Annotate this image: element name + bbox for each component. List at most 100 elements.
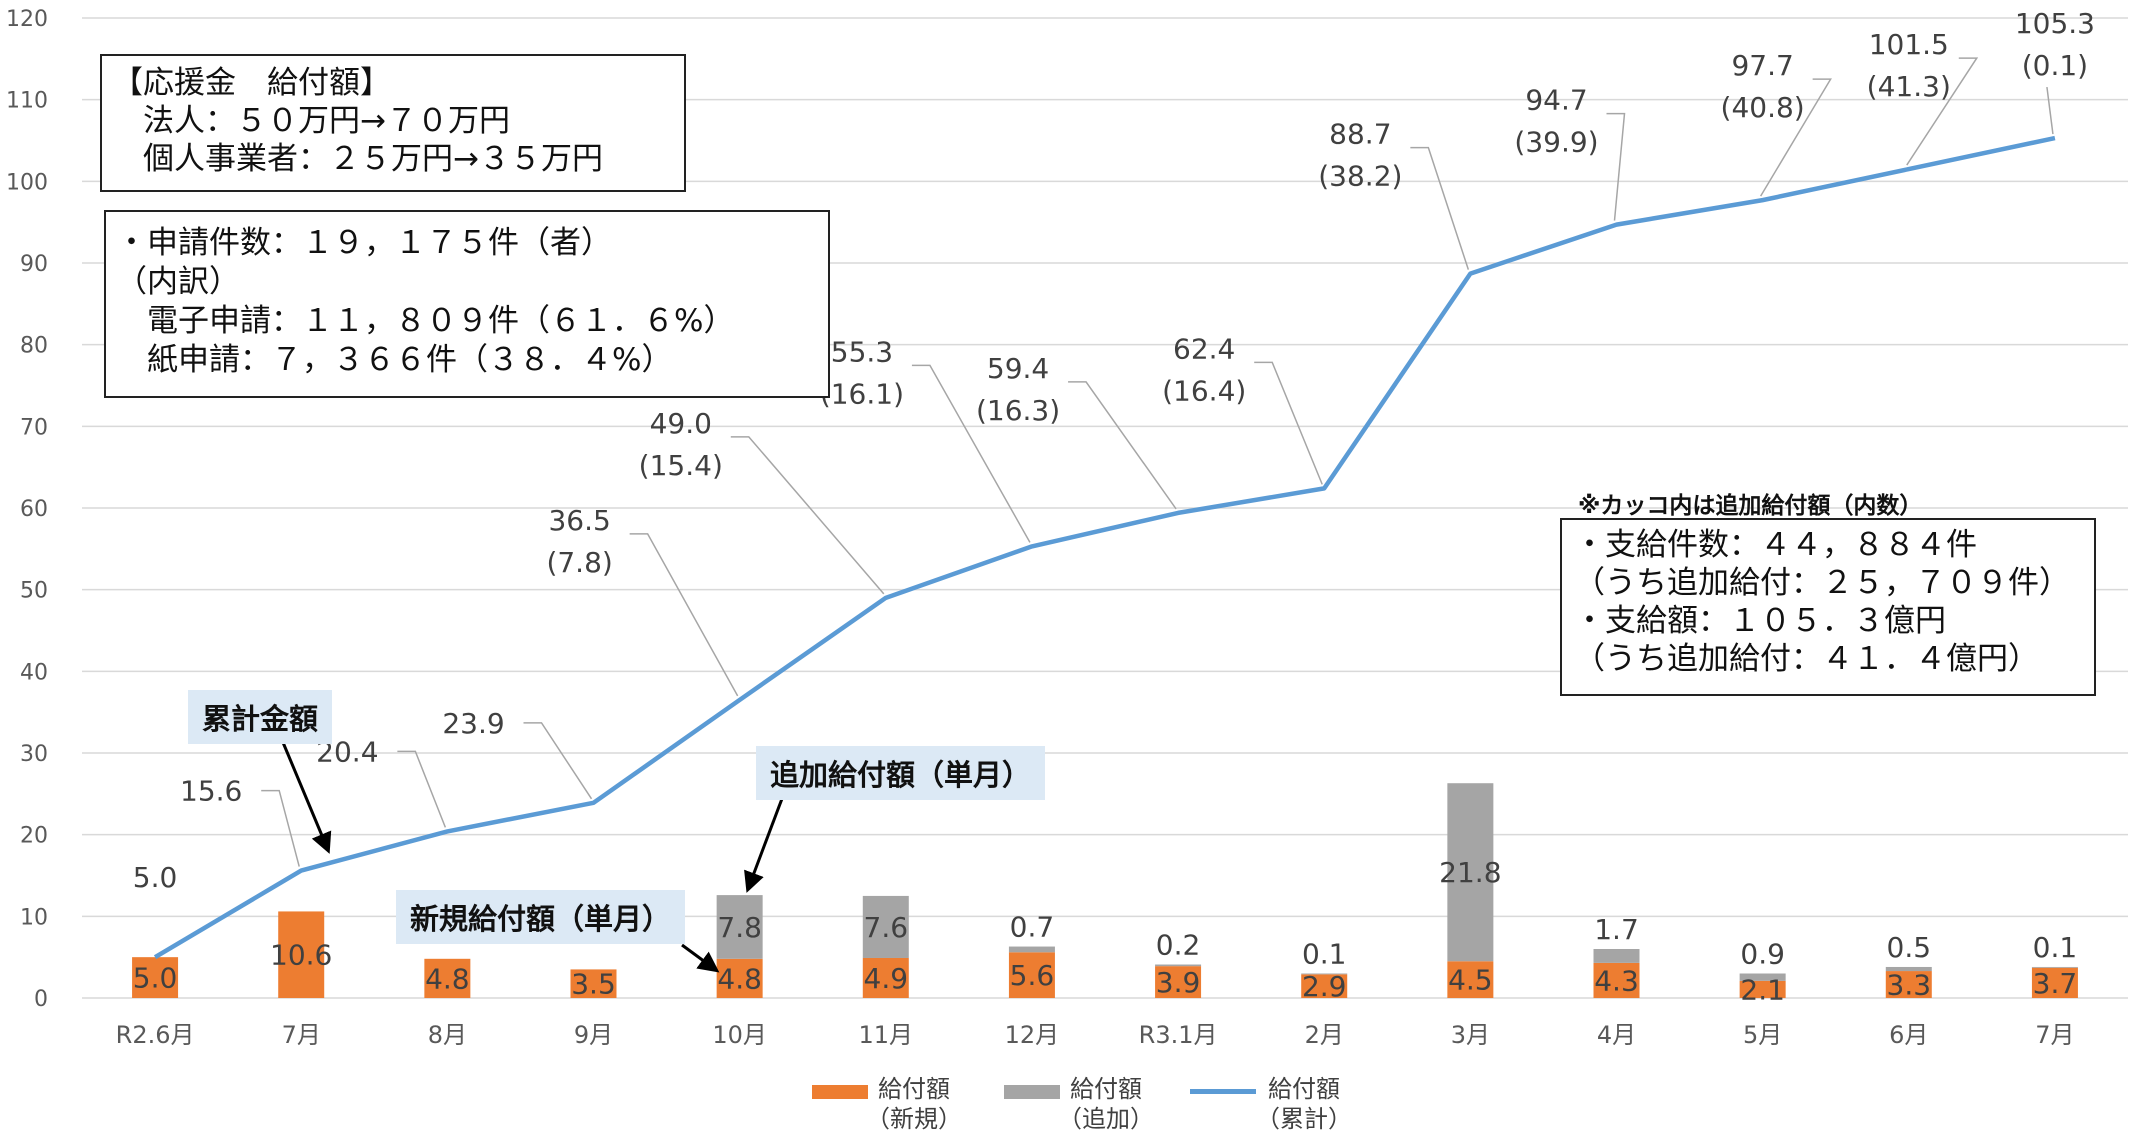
line-label-additional: (7.8) — [546, 546, 612, 579]
x-tick-label: R2.6月 — [116, 1021, 195, 1049]
legend-swatch-additional — [1004, 1085, 1060, 1099]
bar-additional — [1008, 946, 1055, 953]
bar-new — [1301, 974, 1348, 998]
bar-new — [1447, 961, 1494, 998]
legend-label-new: 給付額 （新規） — [866, 1075, 962, 1133]
y-tick-label: 110 — [6, 89, 48, 114]
bar-new — [2031, 967, 2078, 998]
bar-additional — [1885, 966, 1932, 972]
line-cumulative — [153, 135, 2056, 960]
y-tick-label: 10 — [20, 905, 48, 930]
legend-label-additional: 給付額 （追加） — [1058, 1075, 1154, 1133]
y-tick-label: 100 — [6, 170, 48, 195]
bar-label-additional: 0.5 — [1887, 931, 1932, 964]
x-tick-label: 12月 — [1005, 1021, 1060, 1049]
label-leader — [730, 436, 885, 595]
x-tick-label: 6月 — [1889, 1021, 1928, 1049]
callout-arrows — [280, 739, 785, 973]
label-leader — [1759, 78, 1832, 197]
legend-swatch-new — [812, 1085, 868, 1099]
line-label-total: 101.5 — [1869, 28, 1949, 61]
bar-label-new: 3.3 — [1887, 969, 1932, 1002]
applications-box: ・申請件数：１９，１７５件（者） （内訳） 電子申請：１１，８０９件（６１．６%… — [104, 210, 830, 398]
bar-label-new: 4.5 — [1448, 964, 1493, 997]
label-leader — [1068, 381, 1177, 510]
y-tick-label: 30 — [20, 742, 48, 767]
x-tick-label: R3.1月 — [1139, 1021, 1218, 1049]
line-label-additional: (16.4) — [1162, 374, 1246, 407]
bar-new — [1739, 980, 1786, 998]
bar-label-additional: 0.1 — [1302, 938, 1347, 971]
bar-label-additional: 0.1 — [2033, 931, 2078, 964]
label-leader-lines — [261, 57, 2054, 867]
line-label-total: 36.5 — [548, 504, 610, 537]
bar-label-additional: 1.7 — [1594, 913, 1639, 946]
y-tick-label: 90 — [20, 252, 48, 277]
x-tick-label: 3月 — [1451, 1021, 1490, 1049]
bar-new — [1885, 971, 1932, 998]
data-labels: 5.0 10.6 4.8 3.5 4.8 4.9 5.6 3.9 2.9 4.5 4.3 2.1 3.3… — [133, 7, 2095, 1006]
line-label-additional: (0.1) — [2022, 49, 2088, 82]
bar-label-new: 4.8 — [717, 962, 762, 995]
line-label-total: 15.6 — [180, 775, 242, 808]
bar-new — [1593, 962, 1640, 998]
bar-new — [278, 911, 325, 998]
bar-label-additional: 21.8 — [1439, 856, 1501, 889]
label-leader — [1410, 146, 1470, 270]
label-leader — [523, 722, 593, 800]
bar-additional — [1739, 973, 1786, 981]
line-label-total: 23.9 — [442, 707, 504, 740]
line-label-total: 59.4 — [987, 352, 1049, 385]
bar-label-additional: 7.6 — [864, 911, 909, 944]
x-tick-label: 7月 — [2035, 1021, 2074, 1049]
x-tick-label: 5月 — [1743, 1021, 1782, 1049]
label-leader — [2046, 86, 2054, 135]
label-leader — [629, 533, 739, 697]
x-tick-label: 7月 — [282, 1021, 321, 1049]
line-label-total: 62.4 — [1173, 332, 1235, 365]
bar-additional — [862, 895, 909, 958]
x-tick-label: 4月 — [1597, 1021, 1636, 1049]
bar-label-new: 5.6 — [1010, 959, 1055, 992]
line-label-total: 5.0 — [133, 861, 178, 894]
bar-new — [716, 958, 763, 998]
bar-additional — [716, 895, 763, 959]
bar-additional — [1447, 783, 1494, 962]
y-tick-label: 40 — [20, 660, 48, 685]
line-label-additional: (39.9) — [1514, 126, 1598, 159]
bar-additional — [2031, 966, 2078, 968]
callout-cumulative: 累計金額 — [188, 690, 333, 744]
bar-label-additional: 7.8 — [717, 911, 762, 944]
bar-label-new: 3.9 — [1156, 966, 1201, 999]
bar-label-additional: 0.9 — [1740, 938, 1785, 971]
label-leader — [397, 750, 447, 828]
x-tick-label: 8月 — [428, 1021, 467, 1049]
arrow-new — [681, 943, 720, 973]
line-label-additional: (40.8) — [1721, 91, 1805, 124]
y-tick-label: 80 — [20, 334, 48, 359]
line-label-total: 55.3 — [831, 335, 893, 368]
y-tick-label: 60 — [20, 497, 48, 522]
callout-new: 新規給付額（単月） — [396, 890, 686, 944]
line-label-additional: (38.2) — [1318, 160, 1402, 193]
x-tick-label: 9月 — [574, 1021, 613, 1049]
y-tick-label: 70 — [20, 415, 48, 440]
bar-additional — [1593, 949, 1640, 963]
line-label-additional: (16.1) — [820, 377, 904, 410]
bar-label-new: 3.7 — [2033, 967, 2078, 1000]
bar-label-additional: 0.2 — [1156, 929, 1201, 962]
bar-label-new: 5.0 — [133, 962, 178, 995]
line-label-total: 49.0 — [650, 407, 712, 440]
bar-new — [132, 957, 179, 998]
bar-additional — [1155, 964, 1202, 967]
bar-new — [1155, 966, 1202, 998]
bar-new — [570, 969, 617, 998]
bar-label-new: 4.3 — [1594, 964, 1639, 997]
bar-label-additional: 0.7 — [1010, 911, 1055, 944]
bar-label-new: 4.8 — [425, 962, 470, 995]
y-tick-label: 0 — [34, 987, 48, 1012]
y-tick-label: 20 — [20, 824, 48, 849]
y-tick-label: 50 — [20, 579, 48, 604]
legend-swatch-cumulative — [1190, 1089, 1256, 1094]
bar-label-new: 10.6 — [270, 939, 332, 972]
